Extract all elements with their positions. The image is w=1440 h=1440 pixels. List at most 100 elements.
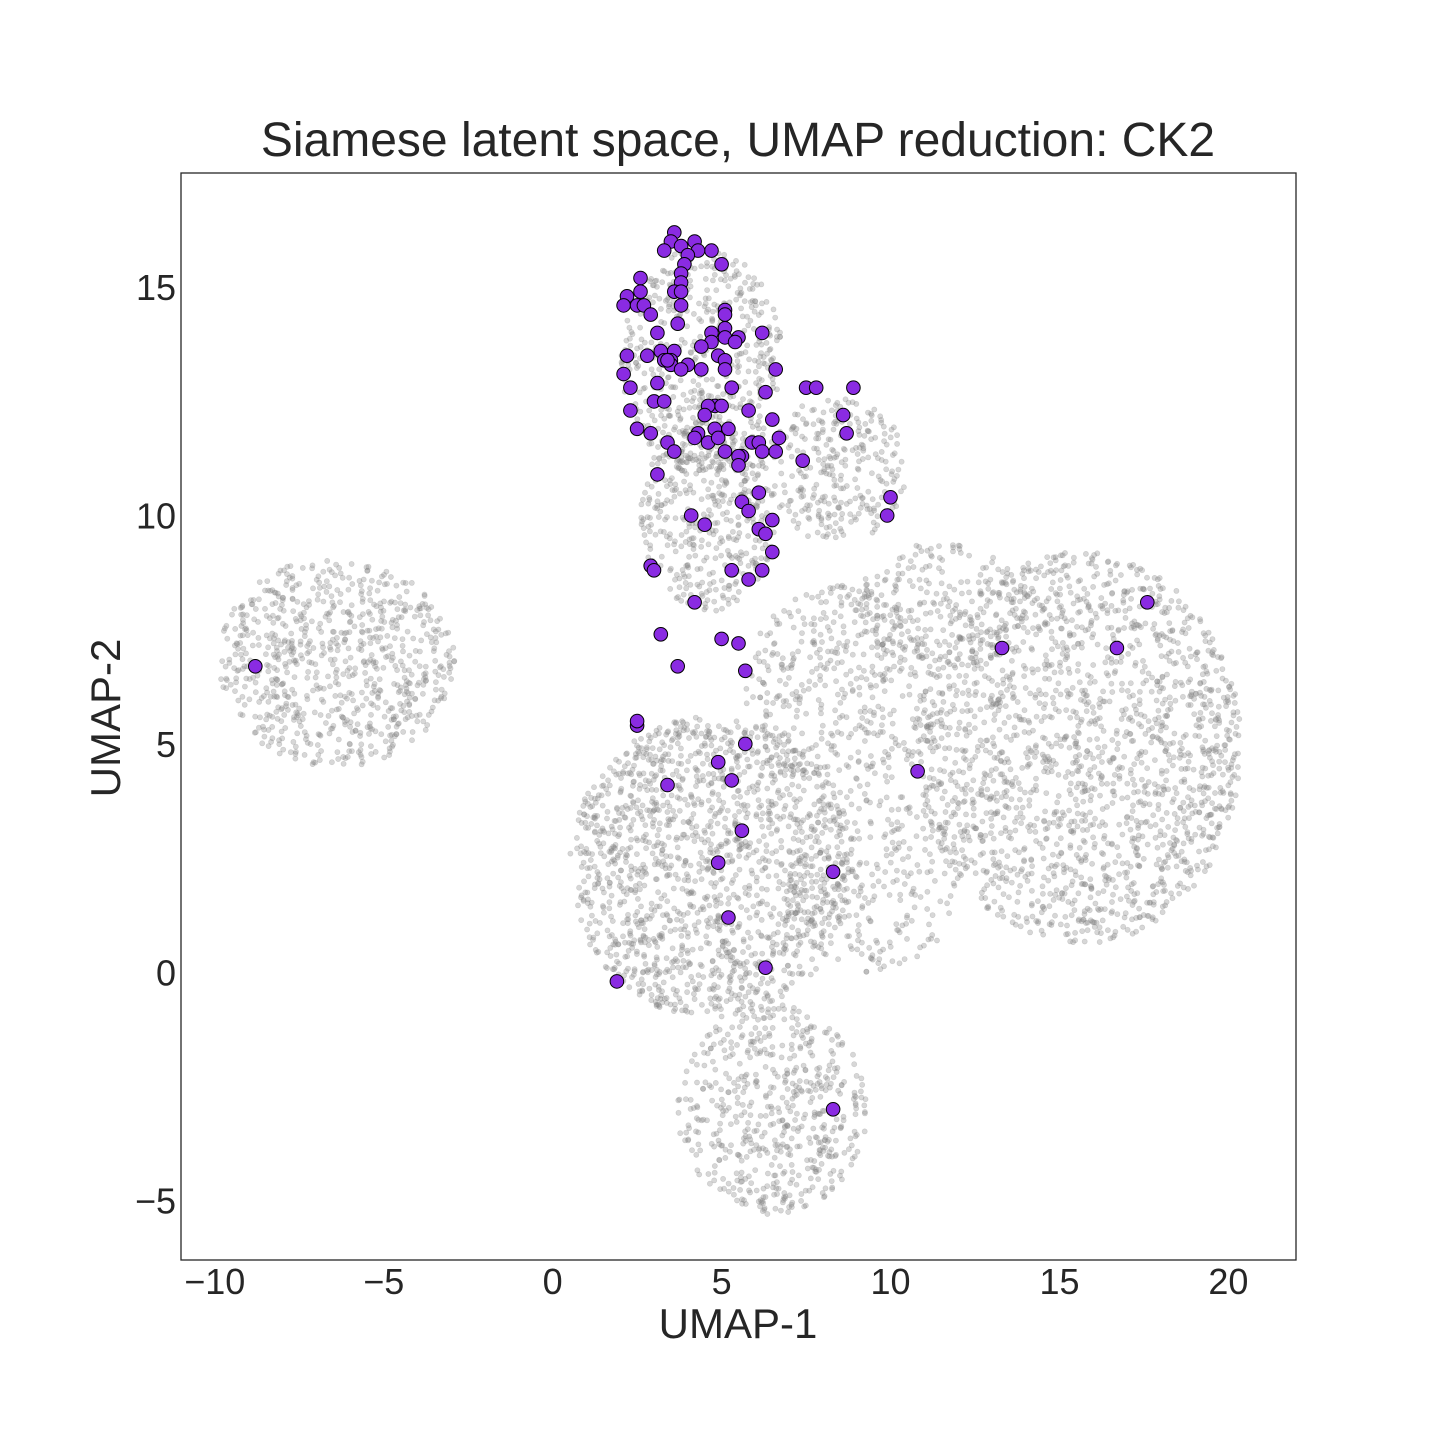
background-point [1189, 810, 1196, 817]
background-point [995, 707, 1002, 714]
background-point [835, 853, 841, 860]
background-point [980, 609, 987, 616]
background-point [721, 734, 728, 741]
background-point [1145, 779, 1152, 785]
background-point [834, 729, 841, 735]
background-point [1217, 785, 1224, 791]
background-point [1065, 899, 1072, 905]
background-point [1138, 819, 1145, 826]
background-point [1015, 889, 1022, 896]
background-point [956, 768, 962, 775]
background-point [1172, 827, 1178, 833]
background-point [742, 993, 749, 1000]
background-point [394, 667, 400, 673]
background-point [801, 1203, 808, 1210]
background-point [415, 679, 422, 686]
background-point [1125, 651, 1132, 657]
background-point [1132, 849, 1139, 855]
background-point [809, 669, 815, 675]
background-point [372, 728, 379, 735]
background-point [332, 679, 339, 686]
background-point [755, 929, 762, 935]
background-point [952, 811, 959, 818]
background-point [328, 725, 334, 732]
background-point [1150, 891, 1157, 898]
background-point [1108, 655, 1115, 662]
background-point [1200, 664, 1207, 670]
background-point [303, 604, 310, 611]
background-point [1036, 700, 1043, 706]
background-point [838, 1082, 845, 1089]
background-point [599, 802, 606, 809]
background-point [1075, 641, 1081, 647]
background-point [587, 865, 593, 871]
background-point [346, 740, 353, 747]
background-point [1069, 771, 1076, 777]
background-point [780, 703, 787, 710]
background-point [1166, 620, 1173, 626]
background-point [1092, 840, 1098, 847]
background-point [289, 587, 296, 593]
background-point [339, 714, 346, 721]
background-point [595, 880, 602, 887]
background-point [853, 675, 860, 682]
background-point [591, 863, 598, 870]
background-point [297, 652, 304, 659]
background-point [248, 601, 255, 608]
background-point [687, 862, 694, 869]
background-point [1141, 713, 1148, 720]
background-point [928, 766, 935, 773]
background-point [1233, 724, 1240, 730]
background-point [1169, 895, 1176, 902]
background-point [734, 1100, 741, 1107]
background-point [832, 750, 839, 756]
background-point [1070, 600, 1077, 607]
background-point [226, 656, 233, 663]
background-point [284, 571, 290, 577]
background-point [764, 757, 771, 764]
background-point [694, 1167, 701, 1174]
background-point [736, 866, 743, 873]
background-point [800, 1062, 807, 1069]
background-point [704, 1117, 710, 1124]
background-point [1046, 662, 1053, 669]
background-point [692, 985, 698, 991]
background-point [435, 697, 442, 704]
background-point [298, 626, 305, 632]
background-point [754, 892, 760, 899]
background-point [1137, 752, 1144, 759]
background-point [710, 986, 717, 993]
background-point [675, 876, 681, 882]
background-point [1172, 697, 1179, 704]
background-point [301, 752, 308, 758]
background-point [1023, 750, 1029, 756]
background-point [1109, 800, 1116, 806]
background-point [859, 1081, 866, 1088]
background-point [745, 989, 752, 996]
background-point [625, 965, 631, 972]
background-point [786, 791, 793, 798]
background-point [398, 707, 405, 714]
background-point [1114, 844, 1121, 850]
background-point [428, 708, 435, 715]
background-point [651, 961, 658, 967]
background-point [1174, 838, 1180, 844]
background-point [764, 901, 770, 908]
background-point [666, 803, 673, 810]
background-point [717, 1120, 723, 1127]
background-point [1142, 749, 1149, 755]
background-point [727, 1053, 733, 1060]
background-point [998, 689, 1004, 696]
background-point [983, 661, 990, 667]
background-point [741, 769, 748, 775]
background-point [689, 978, 696, 985]
background-point [804, 1026, 810, 1033]
background-point [993, 701, 1000, 707]
background-point [1212, 790, 1218, 796]
background-point [401, 691, 408, 698]
background-point [1094, 570, 1101, 577]
background-point [949, 769, 956, 776]
background-point [1222, 742, 1229, 748]
background-point [374, 704, 381, 711]
background-point [756, 1030, 763, 1037]
